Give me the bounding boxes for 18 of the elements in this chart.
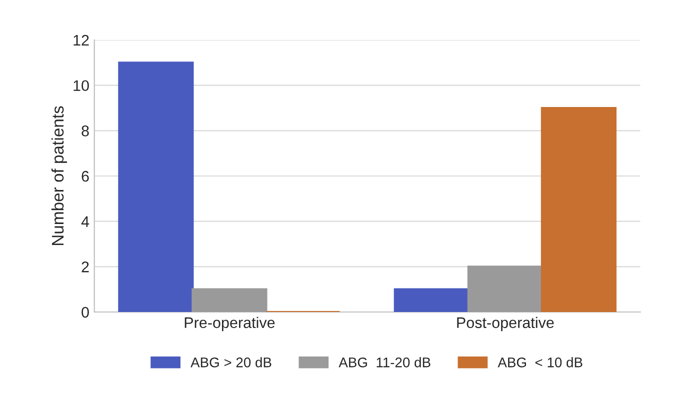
bar xyxy=(540,106,617,312)
x-tick-label: Pre-operative xyxy=(184,316,275,332)
bar xyxy=(118,62,194,312)
y-tick-label: 12 xyxy=(74,34,89,46)
y-tick-label: 4 xyxy=(81,216,90,227)
y-tick-label: 0 xyxy=(82,306,89,318)
bar xyxy=(192,288,268,312)
x-tick-label: Post-operative xyxy=(457,316,554,332)
legend-label: ABG > 20 dB xyxy=(190,357,272,368)
bar xyxy=(467,266,543,312)
y-tick-label: 6 xyxy=(82,170,89,182)
y-tick-label: 8 xyxy=(82,126,89,136)
bar xyxy=(394,288,470,312)
y-axis-title: Number of patients xyxy=(51,106,67,246)
legend-label: ABG < 10 dB xyxy=(498,357,582,368)
y-tick-label: 10 xyxy=(74,80,89,92)
y-tick-label: 2 xyxy=(82,262,89,272)
legend-label: ABG 11-20 dB xyxy=(338,357,430,368)
